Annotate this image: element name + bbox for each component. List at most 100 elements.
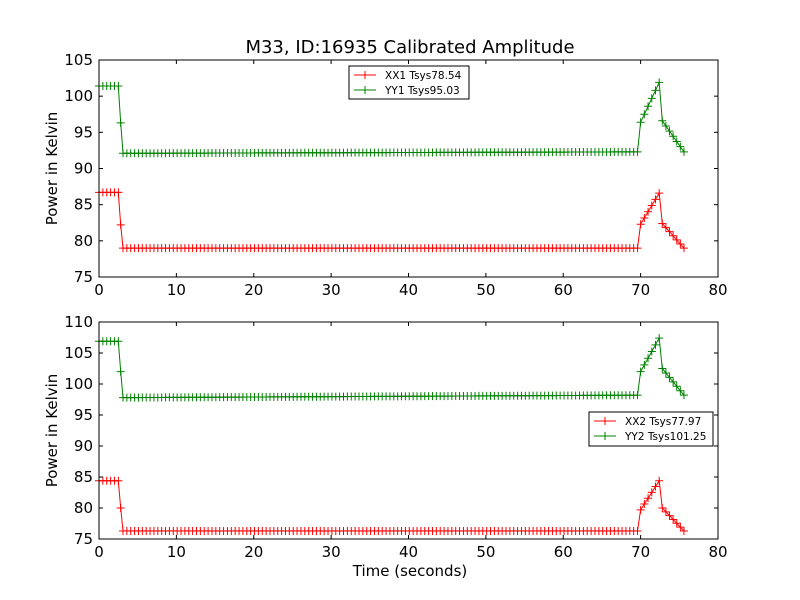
x-tick-label: 70 — [631, 543, 650, 561]
data-point-marker — [679, 244, 688, 253]
data-point-marker — [658, 116, 667, 125]
data-point-marker — [661, 121, 670, 130]
data-point-marker — [633, 244, 642, 253]
y-tick-label: 90 — [74, 437, 93, 455]
y-tick-label: 95 — [74, 123, 93, 141]
legend-1: XX1 Tsys78.54 YY1 Tsys95.03 — [348, 65, 470, 100]
legend-marker — [601, 417, 609, 425]
x-tick-label: 0 — [94, 281, 104, 299]
legend-marker — [361, 86, 369, 94]
data-point-marker — [669, 231, 678, 240]
data-point-marker — [672, 235, 681, 244]
data-point-marker — [636, 220, 645, 229]
x-tick-label: 70 — [631, 281, 650, 299]
data-point-marker — [640, 110, 649, 119]
data-point-marker — [114, 188, 123, 197]
y-tick-label: 90 — [74, 160, 93, 178]
data-point-marker — [669, 515, 678, 524]
data-point-marker — [655, 189, 664, 198]
data-point-marker — [661, 368, 670, 377]
data-point-marker — [655, 78, 664, 87]
data-point-marker — [679, 526, 688, 535]
data-point-marker — [651, 482, 660, 491]
x-tick-label: 50 — [476, 281, 495, 299]
x-tick-label: 40 — [399, 281, 418, 299]
y-tick-label: 80 — [74, 232, 93, 250]
data-point-marker — [665, 227, 674, 236]
data-point-marker — [676, 142, 685, 151]
data-point-marker — [665, 511, 674, 520]
legend-marker — [601, 432, 609, 440]
data-point-marker — [658, 364, 667, 373]
data-point-marker — [669, 132, 678, 141]
legend-label: YY1 Tsys95.03 — [384, 85, 460, 97]
data-point-marker — [116, 367, 125, 376]
data-point-marker — [665, 127, 674, 136]
data-point-marker — [655, 334, 664, 343]
y-tick-label: 75 — [74, 268, 93, 286]
y-axis-label: Power in Kelvin — [43, 112, 61, 226]
data-point-marker — [633, 526, 642, 535]
data-point-marker — [633, 147, 642, 156]
legend-label: XX1 Tsys78.54 — [385, 70, 462, 82]
x-tick-label: 20 — [244, 543, 263, 561]
data-point-marker — [672, 137, 681, 146]
x-tick-label: 30 — [322, 281, 341, 299]
x-tick-label: 0 — [94, 543, 104, 561]
data-point-marker — [647, 94, 656, 103]
x-tick-label: 10 — [167, 281, 186, 299]
x-tick-label: 20 — [244, 281, 263, 299]
data-point-marker — [672, 519, 681, 528]
data-point-marker — [114, 337, 123, 346]
legend-label: XX2 Tsys77.97 — [625, 416, 701, 428]
data-point-marker — [651, 340, 660, 349]
series-markers-1-2 — [95, 78, 688, 158]
y-tick-label: 105 — [64, 51, 93, 69]
x-tick-label: 40 — [399, 543, 418, 561]
series-markers-1-1 — [95, 188, 688, 253]
y-tick-label: 85 — [74, 196, 93, 214]
data-point-marker — [644, 102, 653, 111]
x-tick-label: 30 — [322, 543, 341, 561]
data-point-marker — [676, 523, 685, 532]
data-point-marker — [665, 373, 674, 382]
data-point-marker — [672, 382, 681, 391]
data-point-marker — [676, 386, 685, 395]
data-point-marker — [636, 505, 645, 514]
data-point-marker — [114, 82, 123, 91]
x-tick-label: 60 — [554, 281, 573, 299]
series-markers-2-1 — [95, 476, 688, 535]
data-point-marker — [644, 207, 653, 216]
y-tick-label: 105 — [64, 344, 93, 362]
data-point-marker — [640, 360, 649, 369]
data-point-marker — [658, 219, 667, 228]
data-point-marker — [669, 377, 678, 386]
legend-label: YY2 Tsys101.25 — [624, 431, 706, 443]
data-point-marker — [655, 476, 664, 485]
legend-box — [588, 411, 714, 447]
data-point-marker — [647, 488, 656, 497]
series-markers-2-2 — [95, 334, 688, 402]
data-point-marker — [633, 391, 642, 400]
y-axis-label: Power in Kelvin — [43, 374, 61, 488]
y-tick-label: 75 — [74, 530, 93, 548]
data-point-marker — [644, 494, 653, 503]
y-tick-label: 85 — [74, 468, 93, 486]
data-point-marker — [661, 223, 670, 232]
y-tick-label: 100 — [64, 87, 93, 105]
data-point-marker — [636, 118, 645, 127]
y-tick-label: 80 — [74, 499, 93, 517]
data-point-marker — [676, 239, 685, 248]
data-point-marker — [640, 500, 649, 509]
data-point-marker — [651, 195, 660, 204]
data-point-marker — [658, 504, 667, 512]
y-tick-label: 110 — [64, 313, 93, 331]
data-point-marker — [640, 213, 649, 222]
plot-panel-2: 0 10 20 30 40 50 60 70 80 75 80 85 90 95 100 105 110 Powe… — [43, 313, 728, 561]
x-tick-label: 60 — [554, 543, 573, 561]
data-point-marker — [116, 118, 125, 127]
data-point-marker — [647, 347, 656, 356]
